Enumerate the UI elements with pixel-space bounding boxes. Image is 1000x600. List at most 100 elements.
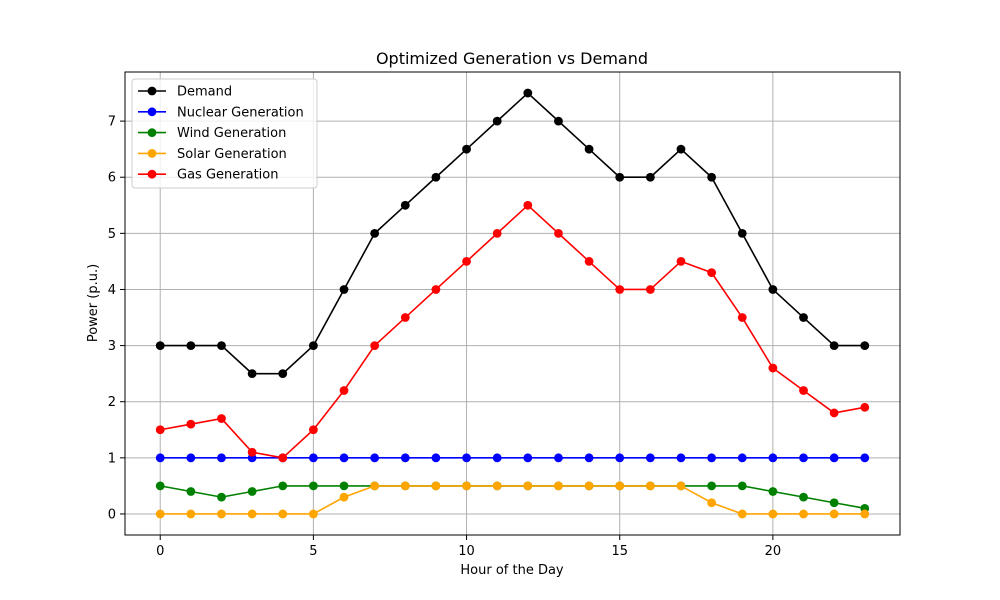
legend-label: Demand	[177, 85, 232, 100]
x-axis-label: Hour of the Day	[460, 563, 564, 578]
data-point	[707, 481, 717, 491]
x-tick-label: 15	[611, 544, 628, 559]
data-point	[186, 453, 196, 463]
data-point	[737, 481, 747, 491]
data-point	[247, 487, 257, 496]
data-point	[799, 453, 808, 463]
series-4	[155, 200, 870, 463]
data-point	[492, 116, 502, 126]
data-point	[676, 144, 686, 154]
data-point	[492, 481, 502, 491]
y-tick-label: 3	[108, 339, 116, 354]
data-point	[768, 363, 778, 373]
data-point	[247, 509, 257, 519]
data-point	[339, 481, 349, 491]
data-point	[492, 228, 502, 238]
data-point	[431, 285, 441, 294]
data-point	[768, 509, 778, 519]
data-point	[768, 285, 778, 294]
legend-item: Gas Generation	[138, 168, 278, 183]
legend-label: Gas Generation	[177, 168, 278, 183]
data-point	[370, 228, 380, 238]
data-point	[829, 341, 839, 350]
legend-label: Solar Generation	[177, 147, 287, 162]
data-point	[707, 498, 717, 508]
data-point	[676, 257, 686, 266]
data-point	[645, 453, 655, 463]
data-point	[829, 408, 839, 418]
data-point	[431, 172, 441, 182]
data-point	[554, 228, 563, 238]
legend-marker	[147, 128, 157, 138]
data-point	[186, 487, 196, 496]
x-tick-label: 5	[309, 544, 317, 559]
data-point	[462, 144, 471, 154]
data-point	[339, 386, 349, 395]
data-point	[707, 268, 717, 278]
series-1	[155, 453, 870, 463]
data-point	[186, 509, 196, 519]
series-0	[155, 88, 870, 379]
data-point	[492, 453, 502, 463]
data-point	[155, 509, 165, 519]
data-point	[737, 453, 747, 463]
data-point	[676, 481, 686, 491]
data-point	[217, 414, 226, 423]
data-point	[554, 481, 563, 491]
y-tick-label: 7	[108, 115, 116, 130]
legend-item: Nuclear Generation	[138, 105, 304, 120]
data-point	[523, 200, 533, 210]
data-point	[278, 509, 288, 519]
legend-item: Demand	[138, 85, 232, 100]
y-tick-label: 4	[108, 283, 116, 298]
data-point	[737, 509, 747, 519]
data-point	[615, 285, 625, 294]
data-point	[308, 341, 318, 350]
legend-marker	[147, 86, 157, 96]
data-point	[860, 509, 870, 519]
y-tick-label: 2	[108, 395, 116, 410]
data-point	[370, 341, 380, 350]
data-point	[615, 453, 625, 463]
data-point	[155, 453, 165, 463]
data-point	[829, 453, 839, 463]
data-point	[462, 257, 471, 266]
data-point	[431, 453, 441, 463]
data-point	[860, 402, 870, 412]
data-point	[799, 386, 808, 395]
data-point	[155, 341, 165, 350]
data-point	[308, 509, 318, 519]
legend-label: Nuclear Generation	[177, 105, 304, 120]
data-point	[554, 116, 563, 126]
data-point	[308, 481, 318, 491]
legend-item: Solar Generation	[138, 147, 287, 162]
data-point	[523, 88, 533, 98]
data-point	[370, 481, 380, 491]
series-layer	[155, 88, 870, 519]
series-line	[160, 92, 865, 375]
data-point	[339, 453, 349, 463]
y-tick-label: 1	[108, 451, 116, 466]
data-point	[186, 341, 196, 350]
data-point	[799, 313, 808, 322]
data-point	[339, 285, 349, 294]
data-point	[278, 453, 288, 463]
data-point	[400, 200, 410, 210]
data-point	[860, 453, 870, 463]
data-point	[217, 341, 226, 350]
data-point	[768, 487, 778, 496]
series-line	[160, 485, 865, 510]
x-tick-label: 10	[458, 544, 475, 559]
legend-item: Wind Generation	[138, 126, 286, 141]
data-point	[155, 481, 165, 491]
data-point	[217, 492, 226, 502]
data-point	[217, 509, 226, 519]
data-point	[829, 509, 839, 519]
legend-marker	[147, 107, 157, 117]
series-line	[160, 485, 865, 515]
data-point	[584, 257, 594, 266]
data-point	[707, 172, 717, 182]
data-point	[247, 447, 257, 457]
x-tick-label: 0	[156, 544, 164, 559]
